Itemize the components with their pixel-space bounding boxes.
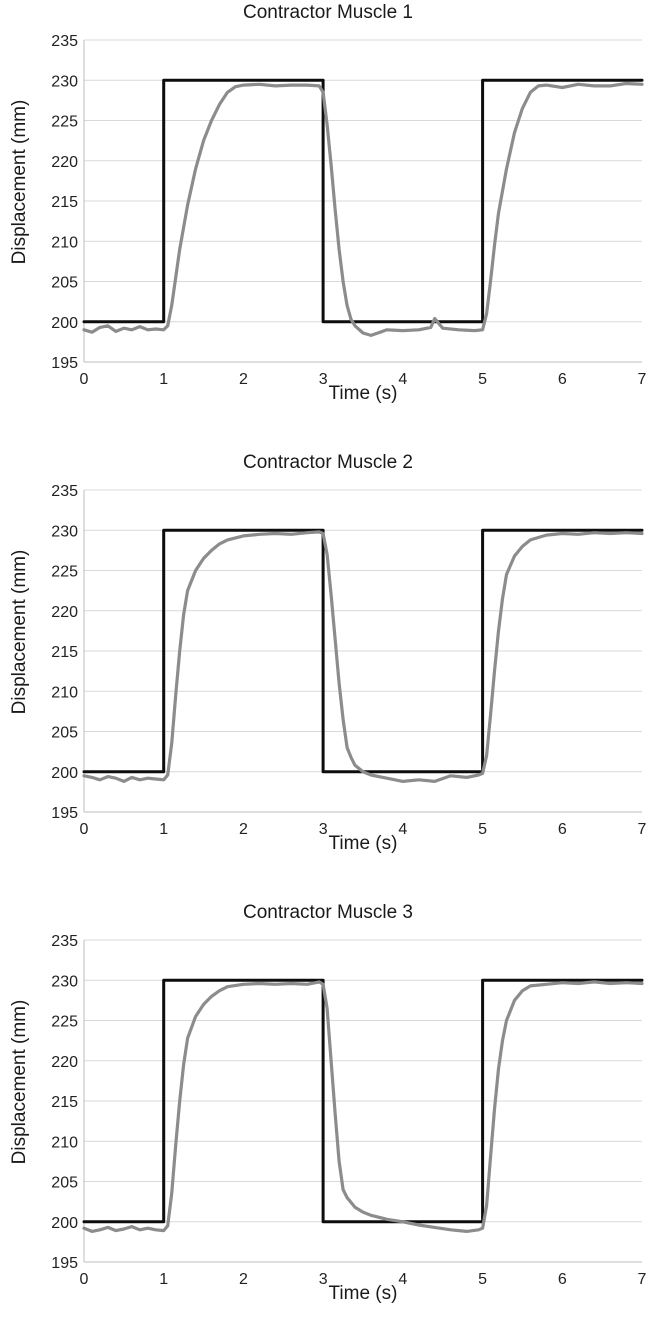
y-tick-label: 220 — [51, 1054, 78, 1071]
x-tick-label: 5 — [478, 1271, 487, 1288]
x-tick-label: 5 — [478, 821, 487, 838]
reference-step-line — [82, 78, 644, 324]
x-tick-label: 2 — [239, 371, 248, 388]
x-tick-label: 6 — [558, 821, 567, 838]
y-tick-label: 195 — [51, 805, 78, 822]
chart-plot-1: 195 200 205 210 215 220 225 230 235 0 1 2 3 4 5 6 7 — [51, 33, 647, 388]
y-tick-label: 225 — [51, 564, 78, 581]
reference-step-line — [82, 978, 644, 1224]
x-tick-label: 0 — [80, 1271, 89, 1288]
y-tick-label: 215 — [51, 644, 78, 661]
chart-title: Contractor Muscle 2 — [242, 452, 413, 473]
x-tick-label: 0 — [80, 821, 89, 838]
measured-displacement-line — [82, 980, 644, 1233]
x-tick-label: 7 — [638, 1271, 647, 1288]
y-tick-label: 200 — [51, 315, 78, 332]
y-tick-label: 215 — [51, 1094, 78, 1111]
chart-panel-1: Contractor Muscle 1 Displacement (mm) Ti… — [0, 0, 656, 440]
x-axis-label: Time (s) — [328, 833, 398, 854]
y-tick-label: 220 — [51, 154, 78, 171]
y-tick-label: 200 — [51, 1215, 78, 1232]
x-tick-label: 1 — [159, 371, 168, 388]
measured-displacement-line — [82, 530, 644, 783]
y-tick-label: 235 — [51, 933, 78, 950]
y-tick-label: 210 — [51, 1134, 78, 1151]
x-axis-label: Time (s) — [328, 383, 398, 404]
y-tick-label: 230 — [51, 523, 78, 540]
x-tick-label: 4 — [398, 371, 407, 388]
measured-displacement-line — [82, 81, 644, 337]
y-tick-label: 220 — [51, 604, 78, 621]
y-tick-label: 235 — [51, 33, 78, 50]
y-tick-label: 230 — [51, 73, 78, 90]
y-tick-label: 200 — [51, 765, 78, 782]
chart-title: Contractor Muscle 1 — [242, 2, 413, 23]
y-tick-label: 210 — [51, 684, 78, 701]
x-tick-label: 3 — [319, 1271, 328, 1288]
chart-title: Contractor Muscle 3 — [242, 902, 413, 923]
y-tick-label: 225 — [51, 114, 78, 131]
y-tick-label: 235 — [51, 483, 78, 500]
x-axis-label: Time (s) — [328, 1283, 398, 1304]
x-tick-label: 3 — [319, 371, 328, 388]
y-tick-label: 225 — [51, 1014, 78, 1031]
x-tick-label: 1 — [159, 821, 168, 838]
x-tick-label: 4 — [398, 821, 407, 838]
y-tick-label: 195 — [51, 355, 78, 372]
x-tick-label: 0 — [80, 371, 89, 388]
chart-plot-3: 195 200 205 210 215 220 225 230 235 0 1 2 3 4 5 6 7 — [51, 933, 647, 1288]
y-tick-label: 205 — [51, 1175, 78, 1192]
x-tick-label: 1 — [159, 1271, 168, 1288]
chart-plot-2: 195 200 205 210 215 220 225 230 235 0 1 2 3 4 5 6 7 — [51, 483, 647, 838]
x-tick-label: 7 — [638, 371, 647, 388]
x-tick-label: 2 — [239, 1271, 248, 1288]
x-tick-label: 3 — [319, 821, 328, 838]
reference-step-line — [82, 528, 644, 774]
y-tick-label: 205 — [51, 275, 78, 292]
chart-panel-2: Contractor Muscle 2 Displacement (mm) Ti… — [0, 450, 656, 890]
y-tick-label: 210 — [51, 234, 78, 251]
x-tick-label: 6 — [558, 371, 567, 388]
chart-panel-3: Contractor Muscle 3 Displacement (mm) Ti… — [0, 900, 656, 1340]
x-tick-label: 2 — [239, 821, 248, 838]
y-tick-label: 205 — [51, 725, 78, 742]
x-tick-label: 5 — [478, 371, 487, 388]
x-tick-label: 4 — [398, 1271, 407, 1288]
y-tick-label: 195 — [51, 1255, 78, 1272]
y-tick-label: 215 — [51, 194, 78, 211]
x-tick-label: 6 — [558, 1271, 567, 1288]
y-tick-label: 230 — [51, 973, 78, 990]
x-tick-label: 7 — [638, 821, 647, 838]
